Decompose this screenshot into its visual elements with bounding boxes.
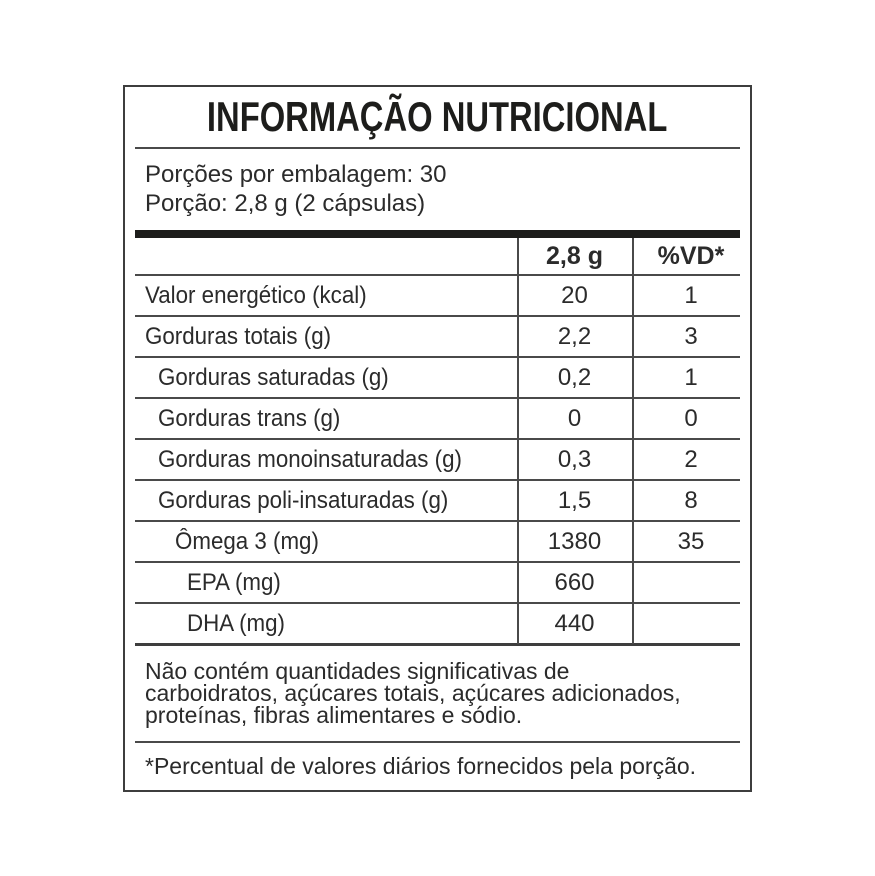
header-daily-value: %VD*: [657, 241, 725, 270]
title-divider: [135, 147, 740, 149]
nutrient-dv: 0: [684, 404, 698, 432]
nutrient-name: Gorduras trans (g): [158, 404, 341, 432]
nutrient-amount: 1380: [547, 527, 602, 555]
row-divider: [135, 479, 740, 481]
nutrient-name: Gorduras totais (g): [145, 322, 332, 350]
nutrient-dv: 8: [684, 486, 698, 514]
table-row: Ômega 3 (mg) 1380 35: [125, 522, 750, 561]
nutrient-name: Gorduras poli-insaturadas (g): [158, 486, 449, 514]
note-line: carboidratos, açúcares totais, açúcares …: [145, 680, 681, 706]
heavy-divider-bar: [135, 230, 740, 238]
nutrient-dv: 2: [684, 445, 698, 473]
nutrient-amount: 0,3: [557, 445, 592, 473]
table-row: Gorduras trans (g) 0 0: [125, 399, 750, 438]
nutrient-amount: 440: [554, 609, 595, 637]
row-divider: [135, 356, 740, 358]
nutrient-dv: 35: [677, 527, 705, 555]
row-divider: [135, 438, 740, 440]
no-significant-amounts-note: Não contém quantidades significativas de…: [125, 646, 750, 741]
note-line: proteínas, fibras alimentares e sódio.: [145, 702, 523, 728]
nutrient-amount: 1,5: [557, 486, 592, 514]
footnote-divider: [135, 741, 740, 743]
nutrient-amount: 660: [554, 568, 595, 596]
nutrient-dv: 1: [684, 363, 698, 391]
nutrient-dv: 3: [684, 322, 698, 350]
row-divider: [135, 397, 740, 399]
nutrient-amount: 20: [561, 281, 588, 309]
nutrient-name: DHA (mg): [187, 609, 285, 637]
nutrition-label-box: INFORMAÇÃO NUTRICIONAL Porções por embal…: [123, 85, 752, 792]
row-divider: [135, 602, 740, 604]
table-row: Gorduras saturadas (g) 0,2 1: [125, 358, 750, 397]
table-row: DHA (mg) 440: [125, 604, 750, 643]
nutrient-dv: 1: [684, 281, 698, 309]
nutrient-amount: 0,2: [557, 363, 592, 391]
servings-per-package: Porções por embalagem: 30: [145, 161, 447, 188]
table-row: Gorduras totais (g) 2,2 3: [125, 317, 750, 356]
nutrient-amount: 0: [567, 404, 582, 432]
daily-value-footnote: *Percentual de valores diários fornecido…: [145, 753, 697, 779]
table-bottom-bar: [135, 643, 740, 646]
nutrition-table: 2,8 g %VD* Valor energético (kcal) 20 1 …: [125, 238, 750, 646]
portion-size: Porção: 2,8 g (2 cápsulas): [145, 190, 426, 217]
nutrient-amount: 2,2: [557, 322, 592, 350]
note-line: Não contém quantidades significativas de: [145, 658, 570, 684]
label-title: INFORMAÇÃO NUTRICIONAL: [207, 93, 668, 140]
table-header-row: 2,8 g %VD*: [125, 238, 750, 274]
nutrient-name: EPA (mg): [187, 568, 281, 596]
row-divider: [135, 315, 740, 317]
header-amount: 2,8 g: [546, 241, 603, 270]
table-row: Gorduras monoinsaturadas (g) 0,3 2: [125, 440, 750, 479]
nutrient-name: Gorduras monoinsaturadas (g): [158, 445, 462, 473]
column-divider-left: [517, 238, 519, 644]
nutrient-name: Gorduras saturadas (g): [158, 363, 389, 391]
nutrient-name: Ômega 3 (mg): [175, 527, 319, 555]
column-divider-right: [632, 238, 634, 644]
label-title-row: INFORMAÇÃO NUTRICIONAL: [125, 87, 750, 147]
table-row: Gorduras poli-insaturadas (g) 1,5 8: [125, 481, 750, 520]
nutrient-name: Valor energético (kcal): [145, 281, 367, 309]
servings-block: Porções por embalagem: 30 Porção: 2,8 g …: [125, 149, 750, 230]
table-row: Valor energético (kcal) 20 1: [125, 276, 750, 315]
row-divider: [135, 561, 740, 563]
table-row: EPA (mg) 660: [125, 563, 750, 602]
row-divider: [135, 274, 740, 276]
row-divider: [135, 520, 740, 522]
